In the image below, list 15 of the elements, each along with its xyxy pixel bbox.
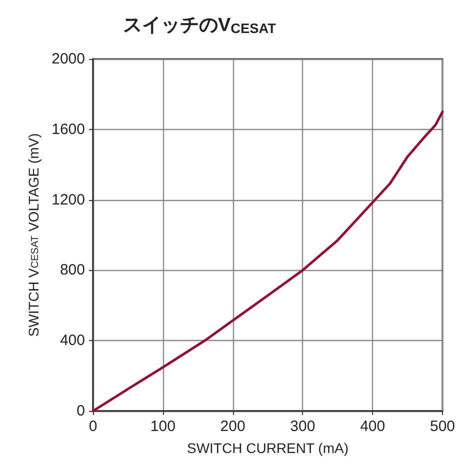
y-tick-label: 1200 xyxy=(52,191,85,208)
y-tick-label: 0 xyxy=(76,402,85,420)
x-tick-label: 400 xyxy=(360,418,386,435)
x-tick-label: 500 xyxy=(430,418,455,435)
y-tick-label: 1600 xyxy=(52,120,85,138)
x-tick-label: 300 xyxy=(290,418,316,435)
y-tick-label: 2000 xyxy=(52,50,85,68)
x-axis-title: SWITCH CURRENT (mA) xyxy=(186,440,348,456)
x-tick-label: 0 xyxy=(88,418,98,435)
y-axis-title: SWITCH VCESAT VOLTAGE (mV) xyxy=(25,133,42,337)
chart-title: スイッチのVCESAT xyxy=(123,14,277,36)
y-tick-label: 800 xyxy=(60,262,85,279)
y-tick-label: 400 xyxy=(60,332,85,350)
x-tick-label: 200 xyxy=(220,418,246,435)
x-tick-label: 100 xyxy=(150,418,176,435)
